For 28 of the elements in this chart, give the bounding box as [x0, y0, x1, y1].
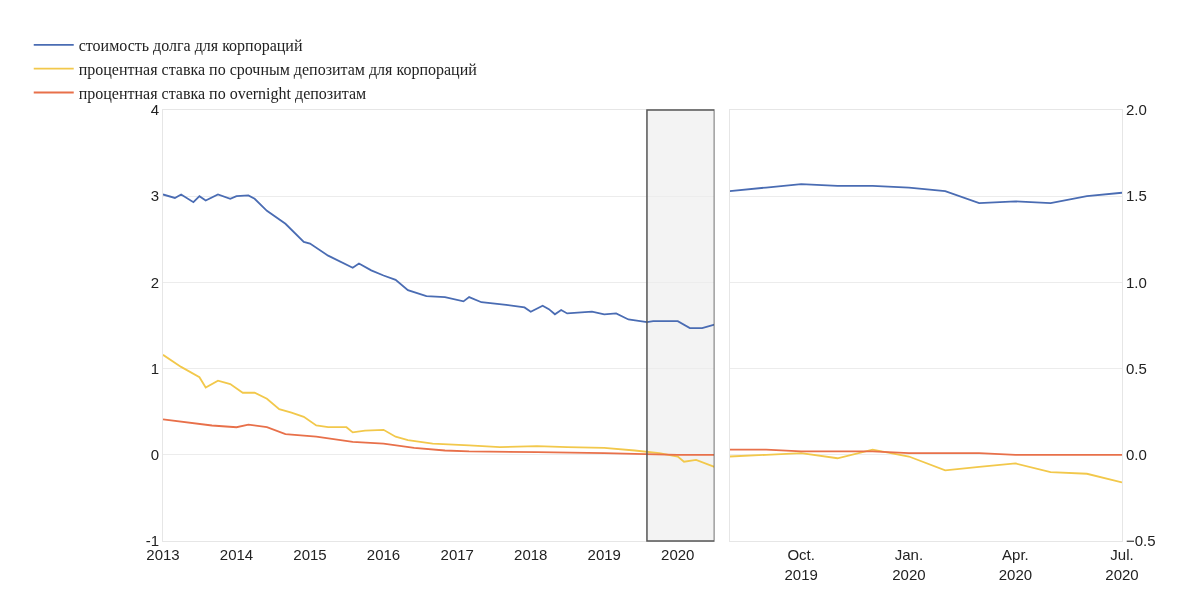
x-tick-label: 2015: [293, 546, 327, 563]
x-tick-label: 2018: [514, 546, 548, 563]
line-series: [163, 418, 715, 456]
legend-label: стоимость долга для корпораций: [78, 37, 303, 56]
x-tick-label: 2017: [440, 546, 474, 563]
y-tick-label: 0: [150, 446, 159, 464]
y-tick-label: 2.0: [1126, 101, 1147, 119]
x-tick-label: Oct. 2019: [784, 546, 818, 583]
x-tick-label: 2020: [661, 546, 695, 563]
y-tick-label: 1.0: [1126, 273, 1147, 291]
y-tick-label: 0.0: [1126, 446, 1147, 464]
line-series: [163, 193, 715, 329]
y-tick-label: 4: [150, 101, 159, 119]
line-series: [163, 353, 715, 468]
x-tick-label: 2019: [587, 546, 621, 563]
y-tick-label: 1.5: [1126, 187, 1147, 205]
legend-label: процентная ставка по overnight депозитам: [78, 84, 367, 103]
y-tick-label: 1: [150, 359, 159, 377]
x-tick-label: 2014: [219, 546, 254, 563]
line-series: [729, 183, 1122, 204]
y-tick-label: 0.5: [1126, 359, 1147, 377]
line-series: [729, 448, 1122, 484]
legend-label: процентная ставка по срочным депозитам для корпораций: [78, 60, 478, 79]
y-tick-label: 2: [150, 273, 159, 291]
y-tick-label: 3: [150, 187, 159, 205]
x-tick-label: Apr. 2020: [998, 546, 1033, 583]
x-tick-label: Jan. 2020: [892, 546, 926, 583]
x-tick-label: 2016: [366, 546, 401, 563]
